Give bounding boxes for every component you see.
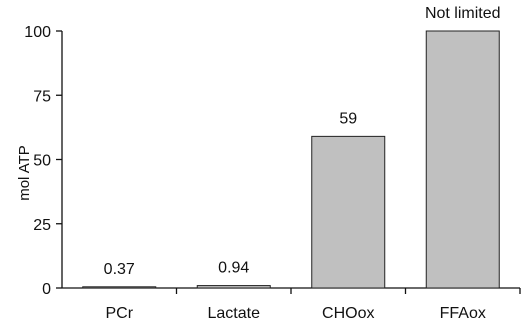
y-tick-label: 0 [42,281,51,298]
bar-lactate [196,285,271,289]
x-category-label: CHOox [322,305,374,322]
y-tick-label: 75 [33,88,51,105]
y-axis-title: mol ATP [16,145,33,201]
x-category-label: Lactate [208,305,261,322]
y-axis: 0 25 50 75 100 [24,24,63,298]
bar-ffaox [425,30,500,289]
x-axis: PCr Lactate CHOox FFAox [62,287,521,322]
bar-pcr [82,286,157,289]
bar-value-label: 0.37 [104,261,135,278]
data-labels: 0.37 0.94 59 Not limited [104,5,501,278]
bar-value-label: 59 [339,110,357,127]
bar-value-label: Not limited [425,5,501,22]
y-tick-label: 100 [24,24,51,41]
x-category-label: FFAox [440,305,486,322]
y-tick-label: 25 [33,217,51,234]
y-tick-label: 50 [33,153,51,170]
x-category-label: PCr [105,305,133,322]
bars [82,30,500,289]
bar-value-label: 0.94 [218,260,249,277]
bar-choox [311,135,386,289]
